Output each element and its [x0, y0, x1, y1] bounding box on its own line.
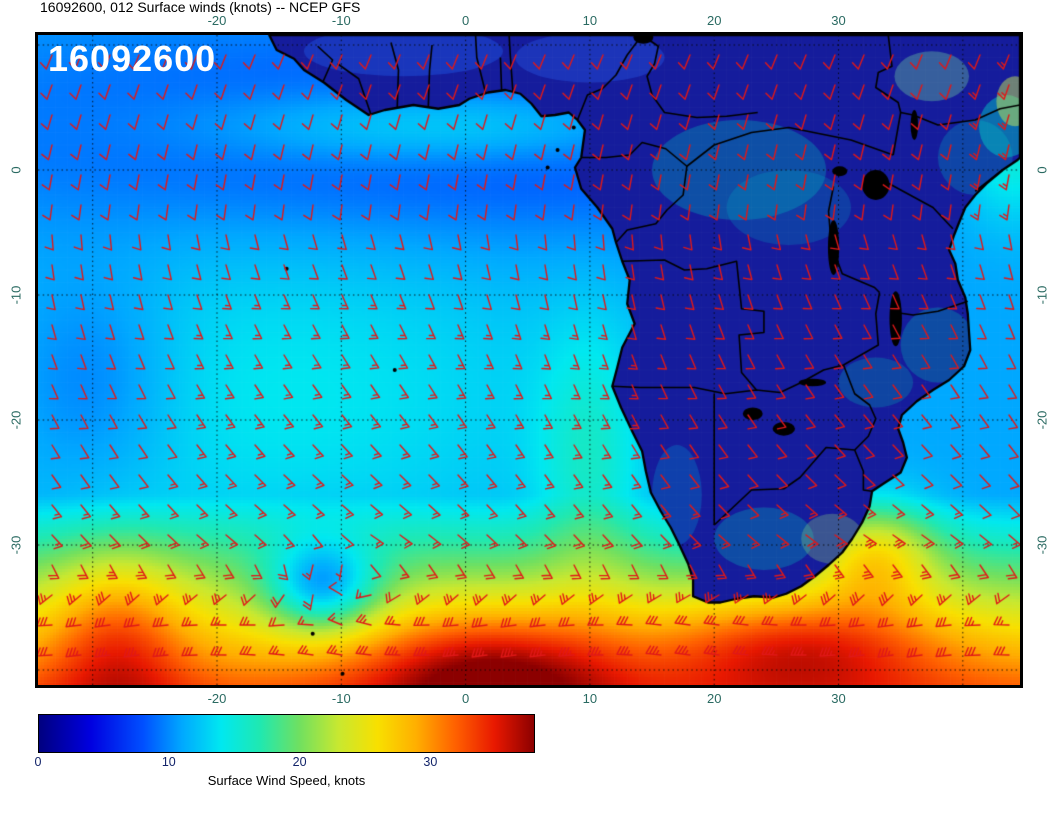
lat-tick-label-right: -10	[1034, 285, 1050, 305]
lat-tick-label-right: -20	[1034, 410, 1050, 430]
lon-tick-label-bottom: -20	[207, 691, 227, 706]
lat-tick-label-left: -20	[8, 410, 24, 430]
lon-tick-label-top: 30	[831, 13, 846, 28]
colorbar-label: Surface Wind Speed, knots	[207, 773, 366, 788]
colorbar-tick-label: 0	[34, 755, 42, 769]
lon-tick-label-bottom: 20	[706, 691, 722, 706]
lon-tick-label-top: -10	[331, 13, 351, 28]
lon-tick-label-top: 20	[706, 13, 722, 28]
lat-tick-label-right: -30	[1034, 535, 1050, 555]
map-frame: 16092600 -20 -20 -10 -10 0 0 10 10 20 20 30 30 0 0 -10…	[9, 13, 1050, 706]
lat-tick-label-right: 0	[1034, 166, 1050, 174]
colorbar-tick-label: 20	[292, 755, 307, 769]
plot-title: 16092600, 012 Surface winds (knots) -- N…	[40, 0, 361, 15]
colorbar-tick-label: 10	[161, 755, 176, 769]
colorbar-gradient	[38, 714, 535, 753]
colorbar-area: 0 10 20 30 Surface Wind Speed, knots	[34, 714, 535, 788]
colorbar-tick-row: 0 10 20 30	[34, 753, 535, 770]
run-date-overlay: 16092600	[48, 38, 217, 79]
lon-tick-label-bottom: 10	[582, 691, 598, 706]
lon-tick-label-bottom: 30	[831, 691, 846, 706]
lat-tick-label-left: -10	[8, 285, 24, 305]
lon-tick-label-top: -20	[207, 13, 227, 28]
lon-tick-label-bottom: -10	[331, 691, 351, 706]
lat-tick-label-left: -30	[8, 535, 24, 555]
lon-tick-label-bottom: 0	[461, 691, 470, 706]
colorbar-tick-label: 30	[423, 755, 438, 769]
lat-tick-label-left: 0	[8, 166, 24, 174]
wind-field-map-canvas	[38, 35, 1020, 685]
lon-tick-label-top: 0	[461, 13, 470, 28]
lon-tick-label-top: 10	[582, 13, 598, 28]
